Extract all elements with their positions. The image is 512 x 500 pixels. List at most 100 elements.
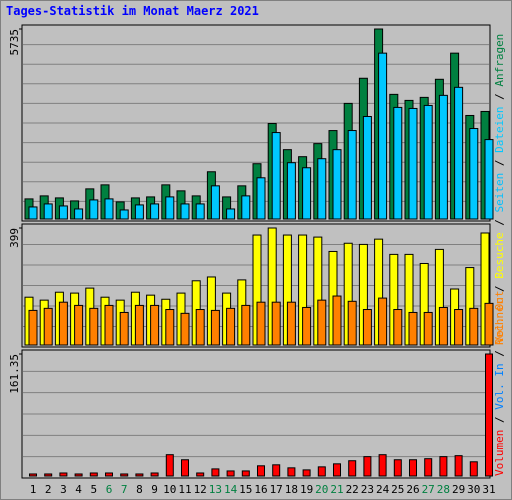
- bar: [59, 472, 68, 477]
- bar: [393, 106, 403, 220]
- bar: [272, 464, 281, 477]
- bar: [409, 459, 417, 477]
- x-tick-label: 5: [90, 483, 97, 496]
- bar: [226, 208, 236, 220]
- x-tick-label: 15: [239, 483, 252, 496]
- bar: [134, 304, 144, 346]
- x-tick-label: 26: [406, 483, 419, 496]
- bar: [302, 306, 312, 346]
- legend-entry: Vol. In: [493, 363, 506, 409]
- legend-separator: /: [493, 213, 506, 233]
- legend-entry: Volumen: [493, 430, 506, 476]
- bar: [89, 472, 98, 477]
- bar: [241, 470, 250, 477]
- bar: [362, 115, 372, 220]
- x-tick-label: 13: [209, 483, 222, 496]
- bar: [286, 301, 296, 346]
- x-tick-label: 10: [163, 483, 176, 496]
- x-tick-label: 23: [361, 483, 374, 496]
- x-tick-label: 27: [422, 483, 435, 496]
- bar: [257, 465, 265, 477]
- bar: [226, 470, 235, 477]
- bar: [317, 466, 326, 477]
- bar: [484, 302, 494, 346]
- bar: [271, 132, 281, 220]
- bar: [363, 456, 372, 477]
- bar: [332, 295, 342, 346]
- x-tick-label: 24: [376, 483, 390, 496]
- legend-entry: Anfragen: [493, 34, 506, 87]
- bar: [302, 167, 312, 220]
- bar: [211, 468, 220, 477]
- bar: [317, 299, 327, 346]
- bar: [256, 301, 266, 346]
- x-tick-label: 29: [452, 483, 465, 496]
- bar: [119, 209, 129, 220]
- bar: [271, 301, 281, 346]
- bar: [180, 203, 190, 220]
- bar: [43, 203, 53, 220]
- bar: [196, 472, 205, 477]
- legend-entry: Vol. Out: [493, 291, 506, 344]
- bar: [332, 149, 342, 220]
- x-tick-label: 9: [151, 483, 158, 496]
- bar: [165, 309, 175, 346]
- bar: [89, 199, 99, 220]
- legend-separator: /: [493, 344, 506, 364]
- x-tick-label: 8: [136, 483, 143, 496]
- x-tick-label: 21: [330, 483, 343, 496]
- bar: [241, 195, 251, 220]
- bar: [347, 300, 357, 346]
- x-tick-label: 14: [224, 483, 238, 496]
- x-tick-label: 4: [75, 483, 82, 496]
- bar: [408, 311, 418, 346]
- x-tick-label: 1: [30, 483, 37, 496]
- legend: Rechner / Besuche / Seiten / Dateien / A…: [493, 34, 506, 345]
- bar: [347, 130, 357, 220]
- legend: Volumen / Vol. In / Vol. Out: [493, 291, 506, 476]
- x-tick-label: 6: [106, 483, 113, 496]
- bar: [58, 301, 68, 346]
- x-tick-label: 3: [60, 483, 67, 496]
- x-tick-label: 20: [315, 483, 328, 496]
- bar: [74, 304, 84, 346]
- legend-separator: /: [493, 87, 506, 107]
- bar: [469, 128, 479, 220]
- bar: [74, 473, 83, 477]
- bar: [74, 208, 84, 220]
- bar: [333, 463, 341, 477]
- x-tick-label: 28: [437, 483, 450, 496]
- bar: [44, 473, 53, 477]
- bar: [28, 206, 38, 220]
- x-tick-label: 19: [300, 483, 313, 496]
- bar: [150, 304, 160, 346]
- legend-separator: /: [493, 153, 506, 173]
- bar: [210, 185, 220, 220]
- bar: [454, 86, 464, 220]
- bar: [302, 469, 311, 477]
- bar: [165, 196, 175, 220]
- bar: [104, 304, 114, 346]
- bar: [150, 472, 159, 477]
- bar: [195, 203, 205, 220]
- x-tick-label: 18: [285, 483, 298, 496]
- x-tick-label: 25: [391, 483, 404, 496]
- bar: [58, 205, 68, 220]
- bar: [286, 162, 296, 220]
- legend-entry: Dateien: [493, 107, 506, 153]
- bar: [378, 52, 388, 220]
- legend-separator: /: [493, 410, 506, 430]
- y-tick-label: 5735: [8, 29, 21, 56]
- x-tick-label: 2: [45, 483, 52, 496]
- bar: [165, 454, 174, 477]
- bar: [89, 307, 99, 346]
- bar: [120, 473, 129, 477]
- bar: [210, 309, 220, 346]
- bar: [454, 309, 464, 346]
- bar: [29, 473, 37, 477]
- bar: [454, 455, 463, 477]
- bar: [256, 177, 266, 220]
- x-tick-label: 12: [194, 483, 207, 496]
- chart-title: Tages-Statistik im Monat Maerz 2021: [6, 4, 259, 18]
